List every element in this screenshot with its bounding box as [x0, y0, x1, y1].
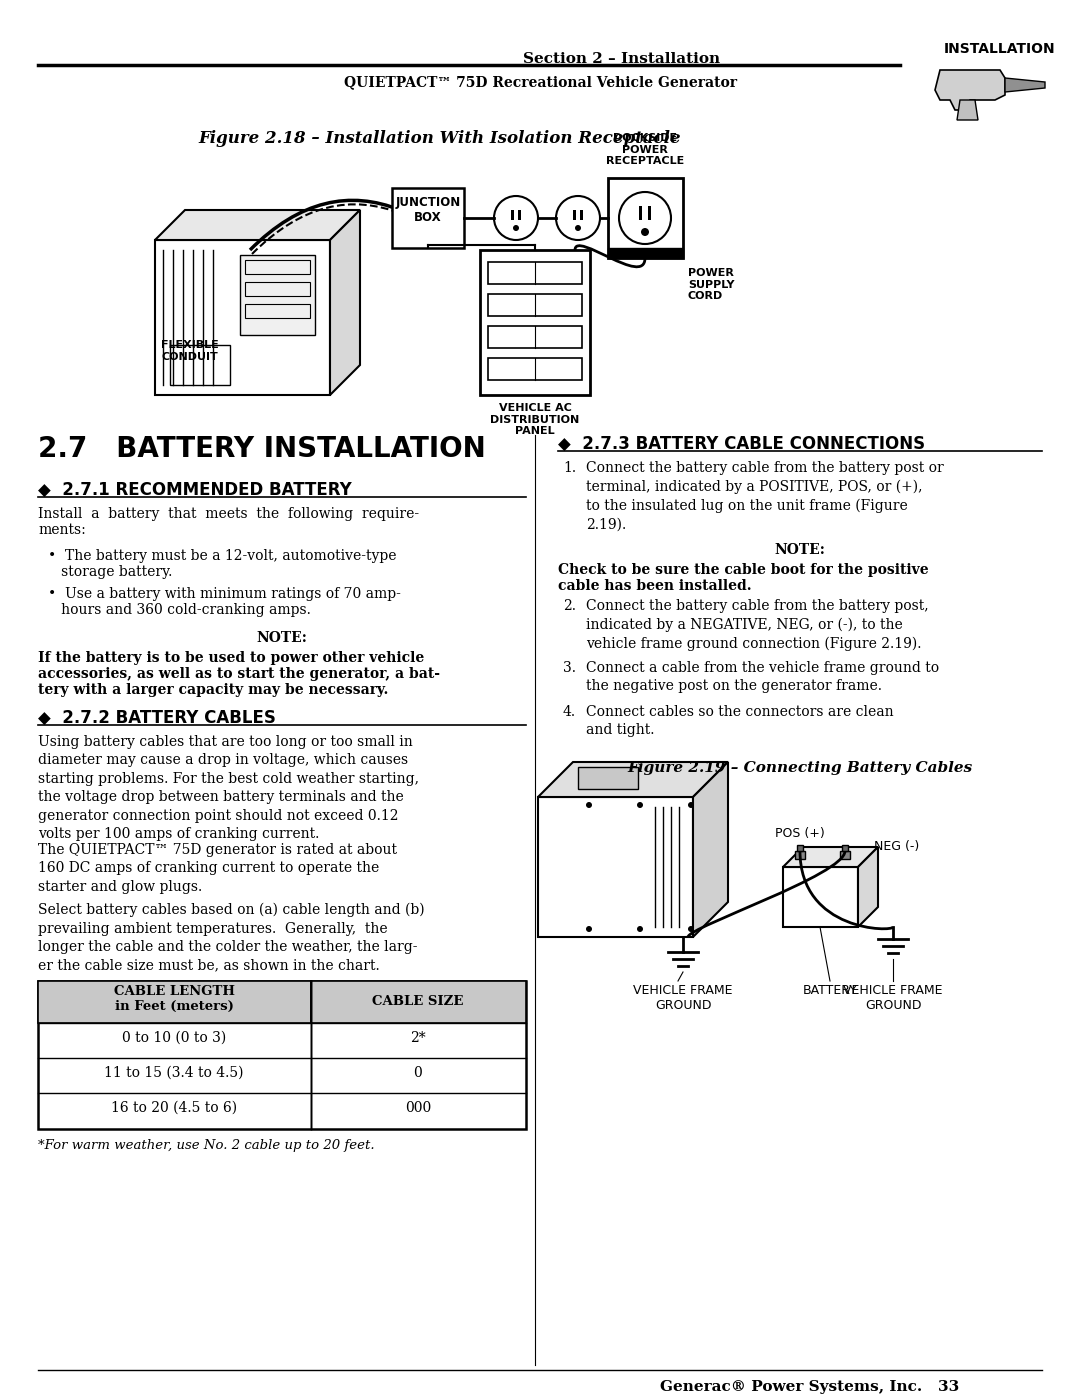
- Polygon shape: [783, 847, 878, 868]
- Text: POS (+): POS (+): [775, 827, 825, 840]
- Text: ◆  2.7.3 BATTERY CABLE CONNECTIONS: ◆ 2.7.3 BATTERY CABLE CONNECTIONS: [558, 434, 926, 453]
- Bar: [488, 326, 582, 348]
- Text: Select battery cables based on (a) cable length and (b)
prevailing ambient tempe: Select battery cables based on (a) cable…: [38, 902, 424, 972]
- Text: VEHICLE FRAME
GROUND: VEHICLE FRAME GROUND: [633, 983, 732, 1011]
- Text: BATTERY: BATTERY: [802, 983, 858, 997]
- Text: •  Use a battery with minimum ratings of 70 amp-
   hours and 360 cold-cranking : • Use a battery with minimum ratings of …: [48, 587, 401, 617]
- Text: NOTE:: NOTE:: [774, 543, 825, 557]
- Circle shape: [586, 802, 592, 807]
- Bar: [38, 981, 526, 1129]
- Text: POWER
SUPPLY
CORD: POWER SUPPLY CORD: [688, 268, 734, 302]
- Text: CABLE SIZE: CABLE SIZE: [373, 995, 463, 1009]
- Circle shape: [494, 196, 538, 240]
- Polygon shape: [511, 210, 514, 219]
- Text: Connect a cable from the vehicle frame ground to
the negative post on the genera: Connect a cable from the vehicle frame g…: [586, 661, 940, 693]
- Circle shape: [688, 802, 694, 807]
- Bar: [245, 305, 310, 319]
- Polygon shape: [935, 70, 1005, 110]
- Text: •  The battery must be a 12-volt, automotive-type
   storage battery.: • The battery must be a 12-volt, automot…: [48, 549, 396, 580]
- Text: Figure 2.19 – Connecting Battery Cables: Figure 2.19 – Connecting Battery Cables: [627, 761, 973, 775]
- Bar: [245, 260, 310, 274]
- Text: 16 to 20 (4.5 to 6): 16 to 20 (4.5 to 6): [111, 1101, 238, 1115]
- Circle shape: [586, 926, 592, 932]
- Text: Connect cables so the connectors are clean
and tight.: Connect cables so the connectors are cle…: [586, 705, 893, 738]
- Text: 000: 000: [405, 1101, 431, 1115]
- Bar: [797, 845, 804, 851]
- Bar: [608, 177, 683, 258]
- Text: If the battery is to be used to power other vehicle
accessories, as well as to s: If the battery is to be used to power ot…: [38, 651, 440, 697]
- Bar: [245, 282, 310, 296]
- Text: 0 to 10 (0 to 3): 0 to 10 (0 to 3): [122, 1031, 226, 1045]
- Text: Using battery cables that are too long or too small in
diameter may cause a drop: Using battery cables that are too long o…: [38, 735, 419, 841]
- Text: 1.: 1.: [563, 461, 576, 475]
- Bar: [795, 851, 805, 859]
- Text: DOCKSIDE
POWER
RECEPTACLE: DOCKSIDE POWER RECEPTACLE: [606, 133, 684, 166]
- Text: Check to be sure the cable boot for the positive
cable has been installed.: Check to be sure the cable boot for the …: [558, 563, 929, 594]
- Text: 0: 0: [414, 1066, 422, 1080]
- Polygon shape: [639, 205, 642, 219]
- Bar: [311, 981, 526, 1023]
- Bar: [538, 798, 693, 937]
- Bar: [488, 263, 582, 284]
- Bar: [392, 189, 464, 249]
- Text: NEG (-): NEG (-): [874, 840, 919, 854]
- Polygon shape: [538, 761, 728, 798]
- Polygon shape: [573, 210, 576, 219]
- Bar: [170, 345, 230, 386]
- Text: FLEXIBLE
CONDUIT: FLEXIBLE CONDUIT: [161, 339, 219, 362]
- Text: 11 to 15 (3.4 to 4.5): 11 to 15 (3.4 to 4.5): [105, 1066, 244, 1080]
- Polygon shape: [580, 210, 583, 219]
- Text: CABLE LENGTH
in Feet (meters): CABLE LENGTH in Feet (meters): [113, 985, 234, 1013]
- Bar: [156, 240, 330, 395]
- Bar: [488, 358, 582, 380]
- Text: 3.: 3.: [563, 661, 576, 675]
- Circle shape: [619, 191, 671, 244]
- Circle shape: [556, 196, 600, 240]
- Text: INSTALLATION: INSTALLATION: [944, 42, 1056, 56]
- Text: 2.: 2.: [563, 599, 576, 613]
- Text: 4.: 4.: [563, 705, 576, 719]
- Polygon shape: [1005, 78, 1045, 92]
- Circle shape: [513, 225, 519, 231]
- Bar: [840, 851, 850, 859]
- Bar: [240, 256, 315, 335]
- Bar: [38, 981, 311, 1023]
- Text: 2.7   BATTERY INSTALLATION: 2.7 BATTERY INSTALLATION: [38, 434, 486, 462]
- Text: QUIETPACT™ 75D Recreational Vehicle Generator: QUIETPACT™ 75D Recreational Vehicle Gene…: [343, 75, 737, 89]
- Text: JUNCTION
BOX: JUNCTION BOX: [395, 196, 461, 224]
- Text: Install  a  battery  that  meets  the  following  require-
ments:: Install a battery that meets the followi…: [38, 507, 419, 538]
- Polygon shape: [858, 847, 878, 928]
- Polygon shape: [330, 210, 360, 395]
- Bar: [480, 250, 590, 395]
- Text: VEHICLE AC
DISTRIBUTION
PANEL: VEHICLE AC DISTRIBUTION PANEL: [490, 402, 580, 436]
- Text: NOTE:: NOTE:: [257, 631, 308, 645]
- Bar: [608, 249, 683, 258]
- Text: Section 2 – Installation: Section 2 – Installation: [523, 52, 720, 66]
- Circle shape: [575, 225, 581, 231]
- Circle shape: [688, 926, 694, 932]
- Bar: [783, 868, 858, 928]
- Text: Figure 2.18 – Installation With Isolation Receptacle: Figure 2.18 – Installation With Isolatio…: [199, 130, 681, 147]
- Text: The QUIETPACT™ 75D generator is rated at about
160 DC amps of cranking current t: The QUIETPACT™ 75D generator is rated at…: [38, 842, 397, 894]
- Text: VEHICLE FRAME
GROUND: VEHICLE FRAME GROUND: [843, 983, 943, 1011]
- Polygon shape: [693, 761, 728, 937]
- Polygon shape: [648, 205, 651, 219]
- Bar: [488, 293, 582, 316]
- Circle shape: [637, 926, 643, 932]
- Text: 2*: 2*: [410, 1031, 426, 1045]
- Text: *For warm weather, use No. 2 cable up to 20 feet.: *For warm weather, use No. 2 cable up to…: [38, 1139, 375, 1153]
- Bar: [842, 845, 848, 851]
- Text: Connect the battery cable from the battery post,
indicated by a NEGATIVE, NEG, o: Connect the battery cable from the batte…: [586, 599, 929, 651]
- Bar: [578, 767, 638, 789]
- Text: ◆  2.7.1 RECOMMENDED BATTERY: ◆ 2.7.1 RECOMMENDED BATTERY: [38, 481, 352, 499]
- Polygon shape: [957, 101, 978, 120]
- Polygon shape: [156, 210, 360, 240]
- Polygon shape: [518, 210, 521, 219]
- Text: Connect the battery cable from the battery post or
terminal, indicated by a POSI: Connect the battery cable from the batte…: [586, 461, 944, 531]
- Circle shape: [642, 228, 649, 236]
- Circle shape: [637, 802, 643, 807]
- Text: Generac® Power Systems, Inc.   33: Generac® Power Systems, Inc. 33: [660, 1380, 960, 1394]
- Text: ◆  2.7.2 BATTERY CABLES: ◆ 2.7.2 BATTERY CABLES: [38, 710, 275, 726]
